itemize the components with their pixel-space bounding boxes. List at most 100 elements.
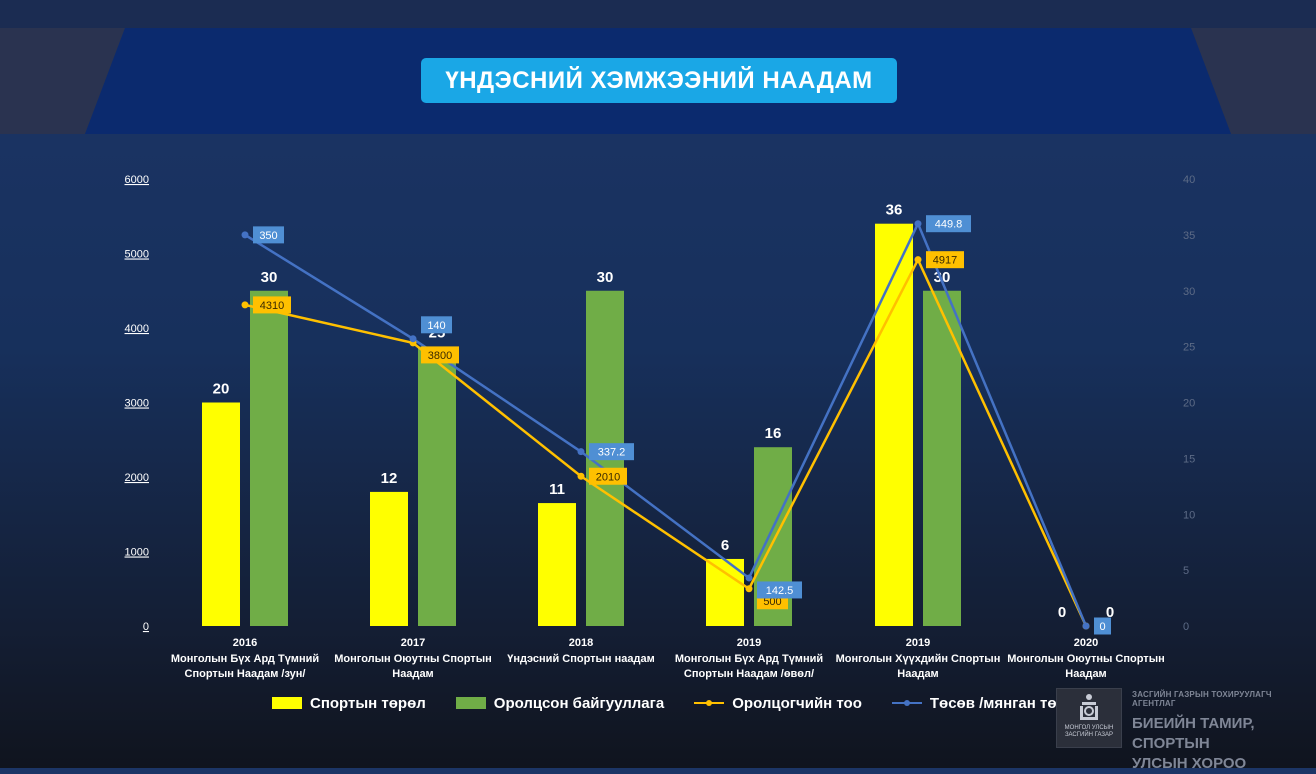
category-year-label: 2018 [569,637,593,649]
bar-data-label: 16 [765,425,782,442]
participants-data-label-box [253,296,291,314]
legend-item-participants: Оролцогчийн тоо [694,695,862,712]
category-name-label: Спортын Наадам /өвөл/ [684,668,814,680]
right-axis-tick-label: 35 [1183,230,1195,242]
line-budget [244,220,1088,627]
category-year-label: 2016 [233,637,257,649]
point-budget [1082,622,1090,630]
bar-sport-types [875,223,913,626]
budget-data-label: 337.2 [598,447,626,459]
bar-organizations [250,290,288,626]
participants-data-label: 4917 [933,255,957,267]
participants-data-label: 2010 [596,471,620,483]
participants-data-label: 3800 [428,350,452,362]
left-axis-tick-label: 1000 [125,547,149,559]
budget-data-label: 142.5 [766,585,794,597]
bar-data-label: 30 [597,269,614,286]
point-budget [745,574,753,582]
budget-data-label: 350 [259,230,277,242]
point-budget [409,335,417,343]
agency-line-1: ЗАСГИЙН ГАЗРЫН ТОХИРУУЛАГЧ АГЕНТЛАГ [1132,690,1272,708]
budget-data-label: 0 [1099,621,1105,633]
legend-label: Спортын төрөл [310,694,426,712]
category-year-label: 2019 [906,637,930,649]
bar-data-label: 0 [1106,604,1114,621]
point-budget [241,231,249,239]
bar-sport-types [202,402,240,626]
right-axis-tick-label: 40 [1183,174,1195,186]
category-year-label: 2019 [737,637,761,649]
bar-data-label: 20 [213,381,230,398]
right-axis-tick-label: 5 [1183,565,1189,577]
left-axis-tick-label: 2000 [125,472,149,484]
legend-item-sport-types: Спортын төрөл [272,695,426,712]
point-budget [914,220,922,228]
agency-line-2: БИЕИЙН ТАМИР, СПОРТЫН УЛСЫН ХОРОО [1132,715,1255,772]
point-budget [577,448,585,456]
budget-data-label: 140 [427,320,445,332]
right-axis-tick-label: 30 [1183,286,1195,298]
bar-organizations [923,290,961,626]
participants-data-label-box [589,467,627,485]
budget-data-label-box [589,443,634,461]
participants-data-label: 500 [763,596,781,608]
page-title: ҮНДЭСНИЙ ХЭМЖЭЭНИЙ НААДАМ [421,58,897,103]
bar-sport-types [538,503,576,626]
category-name-label: Наадам [1065,668,1106,680]
bar-data-label: 6 [721,537,729,554]
logo-caption: МОНГОЛ УЛСЫН ЗАСГИЙН ГАЗАР [1064,725,1114,738]
budget-data-label: 449.8 [935,219,963,231]
government-logo: МОНГОЛ УЛСЫН ЗАСГИЙН ГАЗАР [1056,688,1122,748]
category-name-label: Спортын Наадам /зун/ [185,668,306,680]
legend-label: Оролцсон байгууллага [493,694,665,712]
point-participants [241,301,249,309]
budget-data-label-box [1094,617,1111,635]
legend-label: Төсөв /мянган төгрөг/ [929,694,1092,712]
category-name-label: Монголын Бүх Ард Түмний [171,653,319,665]
left-axis-tick-label: 3000 [125,398,149,410]
budget-data-label-box [253,226,284,244]
budget-data-label-box [926,215,971,233]
category-name-label: Монголын Оюутны Спортын [1007,653,1164,665]
legend-swatch-blue-line [891,697,922,709]
category-year-label: 2017 [401,637,425,649]
category-year-label: 2020 [1074,637,1098,649]
legend-swatch-orange-line [694,697,725,709]
budget-data-label-box [421,316,452,334]
category-name-label: Наадам [392,668,433,680]
point-participants [914,256,922,264]
category-name-label: Монголын Оюутны Спортын [334,653,491,665]
right-axis-tick-label: 15 [1183,453,1195,465]
right-axis-tick-label: 20 [1183,398,1195,410]
soyombo-emblem-icon [1080,694,1098,720]
right-axis-tick-label: 10 [1183,509,1195,521]
bar-data-label: 11 [549,481,565,498]
bar-data-label: 12 [381,470,398,487]
left-axis-tick-label: 6000 [125,174,149,186]
right-axis-tick-label: 25 [1183,342,1195,354]
participants-data-label: 4310 [260,300,284,312]
bar-data-label: 36 [886,202,903,219]
budget-data-label-box [757,581,802,599]
left-axis-tick-label: 0 [143,621,149,633]
category-name-label: Үндэсний Спортын наадам [507,653,655,665]
bar-sport-types [370,491,408,626]
top-strip [0,0,1316,28]
legend-item-organizations: Оролцсон байгууллага [455,694,665,712]
agency-name: ЗАСГИЙН ГАЗРЫН ТОХИРУУЛАГЧ АГЕНТЛАГ БИЕИ… [1132,690,1316,774]
legend-swatch-yellow [272,697,302,709]
category-name-label: Монголын Бүх Ард Түмний [675,653,823,665]
point-participants [745,585,753,593]
bar-data-label: 0 [1058,604,1066,621]
right-axis-tick-label: 0 [1183,621,1189,633]
left-axis-tick-label: 4000 [125,323,149,335]
bar-data-label: 30 [261,269,278,286]
legend-label: Оролцогчийн тоо [732,694,862,712]
participants-data-label-box [421,346,459,364]
legend: Спортын төрөл Оролцсон байгууллага Оролц… [272,692,1122,714]
category-name-label: Монголын Хүүхдийн Спортын [836,653,1001,665]
bar-organizations [418,346,456,626]
legend-item-budget: Төсөв /мянган төгрөг/ [891,694,1092,712]
category-name-label: Наадам [897,668,938,680]
